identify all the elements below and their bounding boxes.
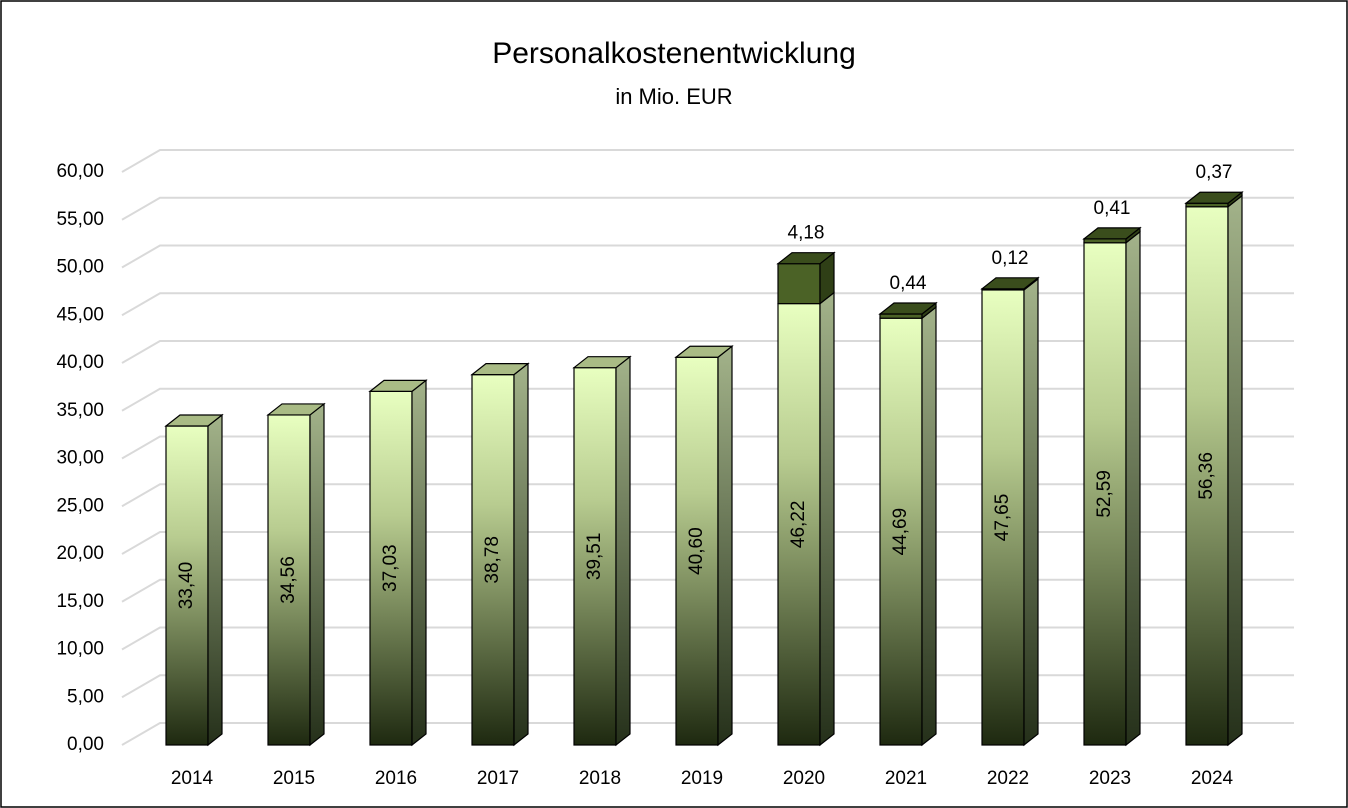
bar-top xyxy=(572,356,632,369)
bar xyxy=(267,414,311,746)
bar-top xyxy=(368,379,428,392)
bar-top xyxy=(980,277,1040,290)
bar xyxy=(1083,242,1127,746)
chart-subtitle: in Mio. EUR xyxy=(615,84,732,109)
x-tick-label: 2015 xyxy=(273,768,315,789)
y-tick-label: 60,00 xyxy=(56,161,104,182)
bar-top xyxy=(776,252,836,265)
bar xyxy=(471,374,515,746)
y-tick-label: 10,00 xyxy=(56,639,104,660)
value-label: 39,51 xyxy=(584,533,605,581)
bar xyxy=(573,367,617,746)
grid-line xyxy=(121,149,1294,173)
y-tick-label: 35,00 xyxy=(56,400,104,421)
value-label: 4,18 xyxy=(788,223,825,244)
bar-side xyxy=(411,379,427,747)
y-tick-label: 45,00 xyxy=(56,304,104,325)
y-tick-label: 20,00 xyxy=(56,543,104,564)
grid-line xyxy=(121,196,1294,221)
value-label: 38,78 xyxy=(482,536,503,584)
x-tick-label: 2018 xyxy=(579,768,621,789)
bar-side xyxy=(1227,194,1243,747)
bar-top xyxy=(1184,191,1244,204)
y-tick-label: 15,00 xyxy=(56,591,104,612)
value-label: 56,36 xyxy=(1196,452,1217,500)
x-tick-label: 2020 xyxy=(783,768,825,789)
bar xyxy=(165,425,209,746)
x-tick-label: 2016 xyxy=(375,768,417,789)
value-label: 0,37 xyxy=(1196,162,1233,183)
bar-side xyxy=(615,355,631,747)
y-tick-label: 25,00 xyxy=(56,495,104,516)
x-tick-label: 2022 xyxy=(987,768,1029,789)
bar xyxy=(879,313,923,319)
bar xyxy=(777,263,821,305)
bar-side xyxy=(513,362,529,747)
value-label: 34,56 xyxy=(278,556,299,604)
value-label: 37,03 xyxy=(380,544,401,592)
bar-side xyxy=(819,291,835,747)
y-tick-label: 40,00 xyxy=(56,352,104,373)
y-tick-label: 55,00 xyxy=(56,209,104,230)
bar-side xyxy=(1125,230,1141,747)
y-tick-label: 50,00 xyxy=(56,257,104,278)
value-label: 46,22 xyxy=(788,501,809,549)
value-label: 0,12 xyxy=(992,248,1029,269)
bar-side xyxy=(309,402,325,747)
x-tick-label: 2017 xyxy=(477,768,519,789)
x-tick-label: 2014 xyxy=(171,768,214,789)
y-tick-label: 30,00 xyxy=(56,448,104,469)
bar-top xyxy=(1082,227,1142,240)
value-label: 0,41 xyxy=(1094,198,1131,219)
value-label: 44,69 xyxy=(890,508,911,556)
bar-top xyxy=(470,363,530,376)
x-tick-label: 2023 xyxy=(1089,768,1131,789)
value-label: 33,40 xyxy=(176,562,197,610)
value-label: 47,65 xyxy=(992,494,1013,542)
bar-side xyxy=(1023,277,1039,747)
bar-top xyxy=(878,302,938,315)
value-label: 40,60 xyxy=(686,527,707,575)
value-label: 52,59 xyxy=(1094,470,1115,518)
bar-side xyxy=(717,345,733,747)
chart-title: Personalkostenentwicklung xyxy=(492,37,856,70)
bar-side xyxy=(207,413,223,747)
grid-line xyxy=(121,292,1294,317)
bar-top xyxy=(164,414,224,427)
bar xyxy=(777,302,821,746)
bar-top xyxy=(674,345,734,358)
bar-top xyxy=(266,403,326,416)
x-tick-label: 2021 xyxy=(885,768,927,789)
x-tick-label: 2024 xyxy=(1191,768,1234,789)
bar-side xyxy=(921,305,937,747)
y-tick-label: 5,00 xyxy=(67,686,104,707)
x-tick-label: 2019 xyxy=(681,768,723,789)
bar xyxy=(981,289,1025,746)
value-label: 0,44 xyxy=(890,273,927,294)
grid-line xyxy=(121,244,1294,269)
y-tick-label: 0,00 xyxy=(67,734,104,755)
